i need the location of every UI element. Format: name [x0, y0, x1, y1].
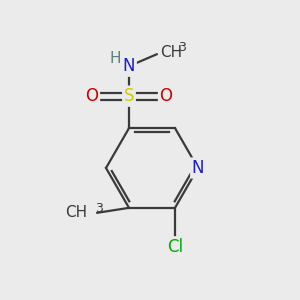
Text: 3: 3: [95, 202, 103, 215]
Text: Cl: Cl: [167, 238, 183, 256]
Text: O: O: [160, 87, 172, 105]
Text: CH: CH: [65, 205, 87, 220]
Text: H: H: [109, 51, 121, 66]
Text: O: O: [85, 87, 98, 105]
Text: N: N: [192, 159, 204, 177]
Text: CH: CH: [160, 45, 182, 60]
Text: 3: 3: [178, 41, 186, 54]
Text: N: N: [123, 57, 135, 75]
Text: S: S: [124, 87, 134, 105]
